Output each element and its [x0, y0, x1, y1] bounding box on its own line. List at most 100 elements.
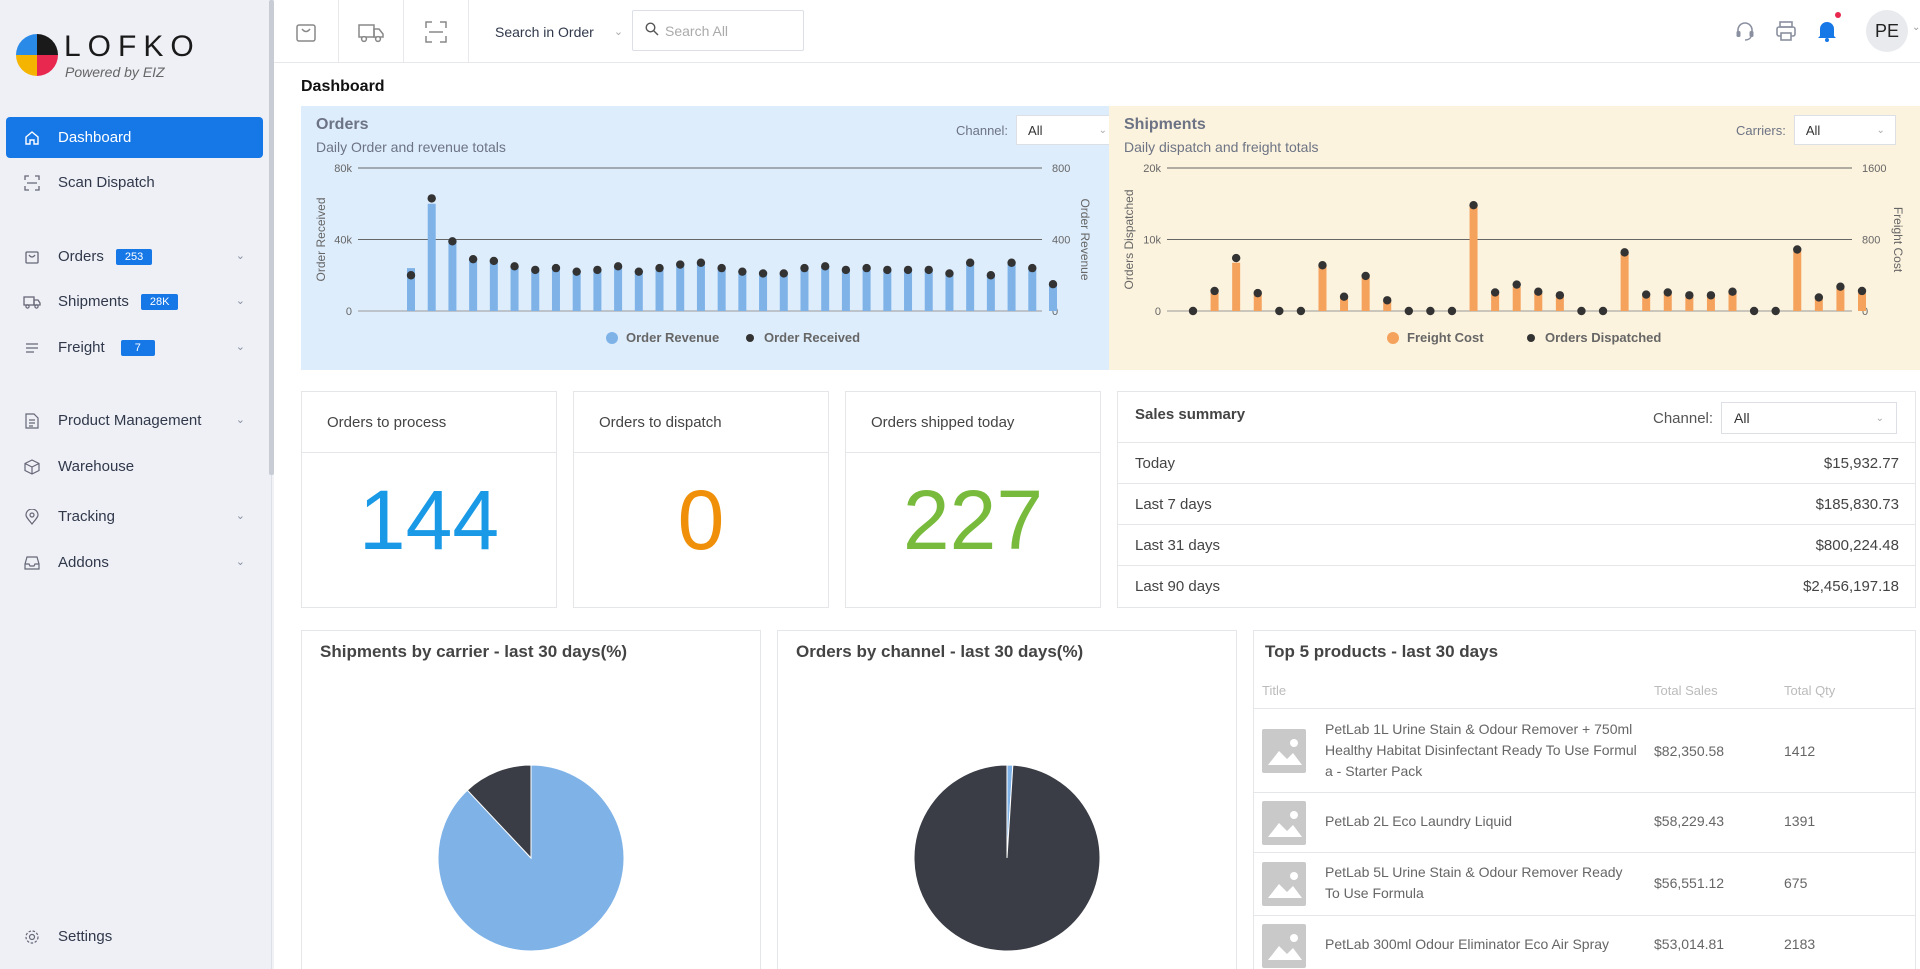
home-icon [22, 128, 42, 148]
legend-swatch [746, 334, 754, 342]
sidebar-item-tracking[interactable]: Tracking ⌄ [6, 496, 263, 537]
search-scope-label: Search in Order [495, 23, 594, 40]
data-point [903, 265, 913, 275]
logo-mark-icon [16, 34, 58, 76]
data-point [406, 271, 416, 280]
top-products-card: Top 5 products - last 30 days Title Tota… [1253, 630, 1916, 969]
bar [676, 264, 685, 311]
bar [1793, 251, 1802, 311]
data-point [1771, 306, 1780, 316]
column-header-sales[interactable]: Total Sales [1654, 683, 1718, 698]
bar [945, 273, 954, 311]
channel-select[interactable]: All ⌄ [1721, 402, 1898, 434]
sidebar-item-label: Orders [58, 248, 104, 265]
data-point [1296, 306, 1306, 316]
bar [614, 266, 623, 311]
carrier-select[interactable]: All ⌄ [1793, 115, 1896, 145]
orders-to-dispatch-card[interactable]: Orders to dispatch 0 [573, 391, 829, 608]
sidebar-item-freight[interactable]: Freight 7 ⌄ [6, 327, 263, 368]
bar [1340, 296, 1349, 311]
column-header-qty[interactable]: Total Qty [1784, 683, 1836, 698]
chevron-down-icon[interactable]: ⌄ [235, 414, 245, 426]
shipments-carrier-filter: Carriers: All ⌄ [1736, 115, 1896, 145]
y2-tick-label: 0 [1862, 306, 1868, 318]
carrier-filter-label: Carriers: [1736, 122, 1786, 138]
location-pin-icon [22, 507, 42, 527]
data-point [1469, 200, 1478, 210]
data-point [676, 260, 685, 269]
data-point [1028, 263, 1037, 273]
column-header-title[interactable]: Title [1262, 683, 1287, 698]
sidebar-item-label: Scan Dispatch [58, 174, 155, 191]
orders-to-process-card[interactable]: Orders to process 144 [301, 391, 557, 608]
avatar[interactable]: PE [1866, 10, 1908, 52]
sidebar-scrollbar[interactable] [269, 0, 274, 475]
channel-select-value: All [1734, 410, 1750, 426]
sidebar-item-warehouse[interactable]: Warehouse [6, 446, 263, 487]
logo[interactable]: LOFKO Powered by EIZ [16, 30, 216, 80]
logo-text: LOFKO [64, 30, 201, 63]
product-title[interactable]: PetLab 300ml Odour Eliminator Eco Air Sp… [1325, 936, 1610, 952]
legend-swatch [1387, 332, 1399, 344]
shipments-chart: 0 10k 20k 0 800 1600 Orders Dispatched Freight … [1122, 163, 1905, 345]
sidebar-item-label: Freight [58, 339, 105, 356]
sidebar-item-label: Shipments [58, 293, 129, 310]
support-icon[interactable] [1732, 18, 1758, 44]
sidebar-item-product-management[interactable]: Product Management ⌄ [6, 400, 263, 441]
sales-summary-row: Last 31 days $800,224.48 [1118, 524, 1915, 565]
channel-filter-label: Channel: [956, 122, 1009, 138]
product-qty: 2183 [1784, 936, 1816, 952]
table-row[interactable]: PetLab 5L Urine Stain & Odour Remover Re… [1254, 852, 1915, 915]
sales-summary-channel-filter: Channel: All ⌄ [1653, 402, 1898, 434]
sales-summary-row: Today $15,932.77 [1118, 442, 1915, 483]
data-point [1814, 293, 1824, 302]
sales-summary-row: Last 90 days $2,456,197.18 [1118, 565, 1915, 606]
sidebar-item-shipments[interactable]: Shipments 28K ⌄ [6, 281, 263, 322]
printer-icon[interactable] [1773, 18, 1799, 44]
chevron-down-icon[interactable]: ⌄ [1912, 22, 1920, 33]
data-point [1749, 306, 1759, 316]
notification-bell-icon[interactable] [1814, 12, 1841, 44]
chevron-down-icon[interactable]: ⌄ [235, 295, 245, 307]
scan-shortcut-button[interactable] [404, 0, 469, 63]
table-row[interactable]: PetLab 1L Urine Stain & Odour Remover + … [1254, 708, 1915, 792]
data-point [1685, 291, 1694, 300]
sales-summary-row: Last 7 days $185,830.73 [1118, 483, 1915, 524]
stat-value: 144 [358, 473, 500, 567]
bag-icon [22, 247, 42, 267]
shipments-shortcut-button[interactable] [339, 0, 404, 63]
legend-swatch [1527, 334, 1535, 342]
channel-select[interactable]: All ⌄ [1016, 115, 1119, 145]
chevron-down-icon[interactable]: ⌄ [235, 341, 245, 353]
product-title[interactable]: PetLab 5L Urine Stain & Odour Remover Re… [1325, 864, 1623, 901]
product-title[interactable]: PetLab 1L Urine Stain & Odour Remover + … [1325, 721, 1637, 779]
data-point [1426, 306, 1435, 316]
sidebar-item-dashboard[interactable]: Dashboard [6, 117, 263, 158]
bar [1814, 298, 1823, 311]
chevron-down-icon[interactable]: ⌄ [235, 556, 245, 568]
data-point [1598, 306, 1608, 316]
sales-summary-title: Sales summary [1135, 406, 1246, 423]
table-row[interactable]: PetLab 300ml Odour Eliminator Eco Air Sp… [1254, 915, 1915, 969]
bar [1361, 277, 1370, 311]
sidebar-item-scan-dispatch[interactable]: Scan Dispatch [6, 162, 263, 203]
search-input[interactable]: Search All [632, 10, 804, 51]
product-title[interactable]: PetLab 2L Eco Laundry Liquid [1325, 813, 1513, 829]
search-scope-select[interactable]: Search in Order ⌄ [495, 0, 623, 63]
sidebar-item-settings[interactable]: Settings [6, 916, 263, 957]
sidebar-item-label: Product Management [58, 412, 202, 429]
bar [862, 268, 871, 311]
bar [1210, 293, 1219, 311]
bar [531, 269, 540, 311]
orders-shipped-today-card[interactable]: Orders shipped today 227 [845, 391, 1101, 608]
y-axis-label: Order Received [314, 197, 328, 281]
data-point [1231, 253, 1241, 263]
bar [1685, 296, 1694, 311]
data-point [696, 258, 706, 267]
chevron-down-icon[interactable]: ⌄ [235, 250, 245, 262]
orders-shortcut-button[interactable] [274, 0, 339, 63]
sidebar-item-orders[interactable]: Orders 253 ⌄ [6, 236, 263, 277]
chevron-down-icon[interactable]: ⌄ [235, 510, 245, 522]
table-row[interactable]: PetLab 2L Eco Laundry Liquid $58,229.43 … [1254, 792, 1915, 852]
sidebar-item-addons[interactable]: Addons ⌄ [6, 542, 263, 583]
